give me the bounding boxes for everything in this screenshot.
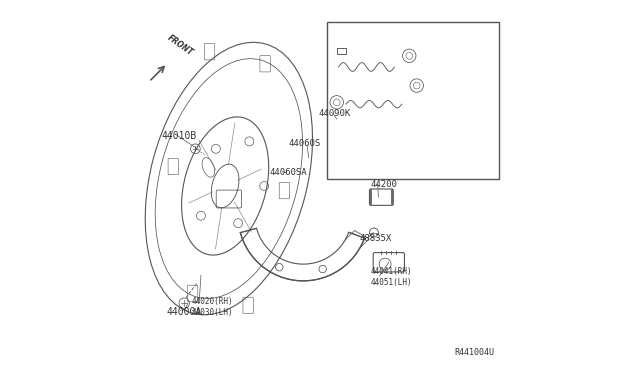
Text: 44041(RH)
44051(LH): 44041(RH) 44051(LH) [370, 267, 412, 287]
Text: 44090K: 44090K [318, 109, 350, 118]
Text: 44010B: 44010B [162, 131, 197, 141]
Text: FRONT: FRONT [166, 33, 195, 58]
Text: 48835X: 48835X [360, 234, 392, 243]
Text: 44000A: 44000A [166, 308, 202, 317]
Text: R441004U: R441004U [455, 348, 495, 357]
Bar [328, 22, 499, 179]
Text: 44200: 44200 [370, 180, 397, 189]
Text: 44060S: 44060S [289, 139, 321, 148]
Text: 44060SA: 44060SA [270, 169, 307, 177]
Text: 44020(RH)
44030(LH): 44020(RH) 44030(LH) [191, 297, 234, 317]
